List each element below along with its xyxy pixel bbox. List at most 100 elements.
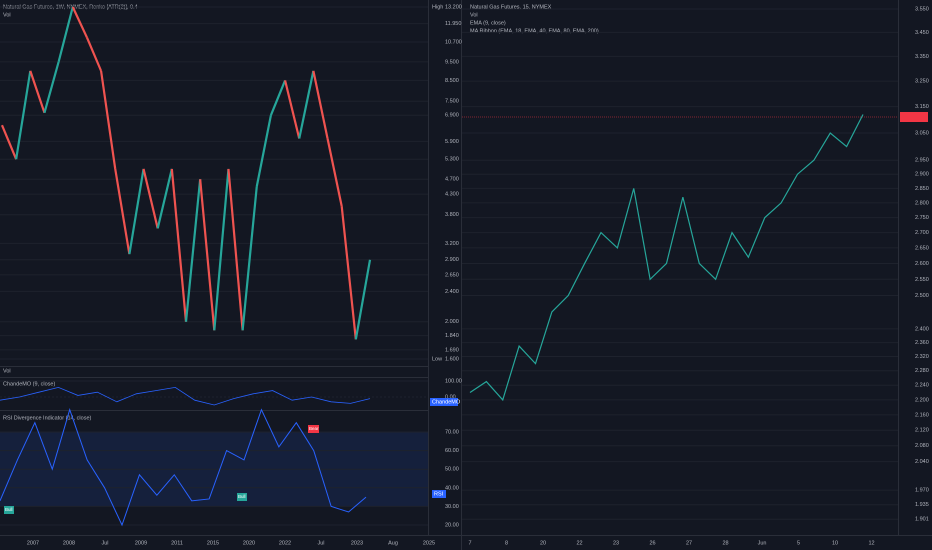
- price-tick-label: 2.500: [915, 293, 929, 299]
- chande-title: ChandeMO (9, close): [3, 381, 55, 387]
- rsi-tick-label: 20.00: [445, 522, 459, 528]
- time-label: 2023: [351, 540, 363, 546]
- price-tick-label: 2.550: [915, 277, 929, 283]
- price-tick-label: 2.750: [915, 215, 929, 221]
- price-tick-label: 2.900: [915, 172, 929, 178]
- time-label: 2009: [135, 540, 147, 546]
- right-volume-label: Vol: [470, 12, 478, 18]
- low-tag: Low: [432, 356, 442, 362]
- rsi-tag-bg: [432, 490, 446, 498]
- chande-tick-label: 100.00: [445, 378, 462, 384]
- price-tick-label: 6.900: [445, 113, 459, 119]
- price-tick-label: 2.160: [915, 412, 929, 418]
- time-label: 28: [722, 540, 728, 546]
- bull-tag: Bull: [5, 507, 13, 512]
- renko-segment: [284, 80, 301, 139]
- rsi-tick-label: 70.00: [445, 429, 459, 435]
- time-label: 26: [649, 540, 655, 546]
- price-tick-label: 4.700: [445, 177, 459, 183]
- time-label: 20: [540, 540, 546, 546]
- renko-segment: [227, 168, 244, 331]
- price-tick-label: 1.600: [445, 356, 459, 362]
- indicator-label: EMA (9, close): [470, 20, 506, 26]
- price-tick-label: 2.800: [915, 200, 929, 206]
- time-label: 2011: [171, 540, 183, 546]
- chande-tick-label: 0.00: [445, 394, 456, 400]
- time-label: 23: [613, 540, 619, 546]
- left-volume-label: Vol: [3, 12, 11, 18]
- price-tick-label: 2.240: [915, 383, 929, 389]
- renko-segment: [29, 70, 46, 114]
- last-price-tag: [900, 112, 928, 122]
- price-tick-label: 4.300: [445, 192, 459, 198]
- price-tick-label: 2.850: [915, 186, 929, 192]
- renko-segment: [199, 179, 216, 331]
- price-tick-label: 5.300: [445, 157, 459, 163]
- rsi-tick-label: 40.00: [445, 485, 459, 491]
- price-tick-label: 3.050: [915, 130, 929, 136]
- bull-tag: Bull: [238, 494, 246, 499]
- rsi-line: [0, 408, 367, 527]
- price-tick-label: 1.690: [445, 347, 459, 353]
- lower-volume-label: Vol: [3, 368, 11, 374]
- rsi-tick-label: 60.00: [445, 448, 459, 454]
- price-tick-label: 9.500: [445, 59, 459, 65]
- price-tick-label: 5.900: [445, 139, 459, 145]
- price-tick-label: 7.500: [445, 99, 459, 105]
- price-tick-label: 3.350: [915, 54, 929, 60]
- time-label: 7: [468, 540, 471, 546]
- renko-segment: [85, 36, 103, 72]
- renko-segment: [213, 168, 230, 331]
- time-label: 5: [797, 540, 800, 546]
- time-label: 2020: [243, 540, 255, 546]
- indicator-label: MA Ribbon (EMA, 18, EMA, 40, EMA, 80, EM…: [470, 28, 599, 34]
- price-tick-label: 3.450: [915, 30, 929, 36]
- price-tick-label: 3.150: [915, 104, 929, 110]
- price-tick-label: 13.200: [445, 4, 462, 10]
- price-tick-label: 1.970: [915, 488, 929, 494]
- price-tick-label: 2.700: [915, 230, 929, 236]
- price-tick-label: 1.901: [915, 517, 929, 523]
- rsi-tick-label: 50.00: [445, 467, 459, 473]
- renko-segment: [312, 70, 329, 139]
- bull-tag-bg: [237, 493, 247, 501]
- time-label: Jul: [101, 540, 108, 546]
- renko-segment: [128, 168, 145, 255]
- renko-segment: [298, 70, 315, 139]
- price-tick-label: 2.900: [445, 257, 459, 263]
- price-tick-label: 10.700: [445, 39, 462, 45]
- chande-line: [0, 386, 371, 406]
- bull-tag-bg: [4, 506, 14, 514]
- price-tick-label: 3.550: [915, 6, 929, 12]
- bear-tag: Bear: [309, 426, 319, 431]
- rsi-tick-label: 30.00: [445, 504, 459, 510]
- renko-segment: [43, 61, 60, 114]
- price-tick-label: 2.080: [915, 443, 929, 449]
- price-tick-label: 2.280: [915, 368, 929, 374]
- renko-segment: [184, 179, 202, 322]
- renko-segment: [354, 259, 372, 340]
- right-title: Natural Gas Futures, 15, NYMEX: [470, 4, 552, 10]
- price-tick-label: 2.000: [445, 319, 459, 325]
- chande-tag-bg: [430, 398, 458, 406]
- time-label: 2025: [423, 540, 435, 546]
- price-tick-label: 1.840: [445, 333, 459, 339]
- rsi-tag: RSI: [434, 491, 444, 497]
- price-tick-label: 2.320: [915, 354, 929, 360]
- price-tick-label: 8.500: [445, 78, 459, 84]
- price-tick-label: 3.800: [445, 212, 459, 218]
- time-label: 22: [576, 540, 582, 546]
- renko-segment: [255, 114, 273, 187]
- time-label: 12: [868, 540, 874, 546]
- renko-segment: [241, 186, 258, 331]
- time-label: 2015: [207, 540, 219, 546]
- price-tick-label: 2.360: [915, 340, 929, 346]
- time-label: 2022: [279, 540, 291, 546]
- time-label: 10: [832, 540, 838, 546]
- renko-segment: [326, 138, 343, 207]
- price-tick-label: 2.400: [915, 326, 929, 332]
- price-tick-label: 1.935: [915, 502, 929, 508]
- renko-segment: [57, 6, 74, 63]
